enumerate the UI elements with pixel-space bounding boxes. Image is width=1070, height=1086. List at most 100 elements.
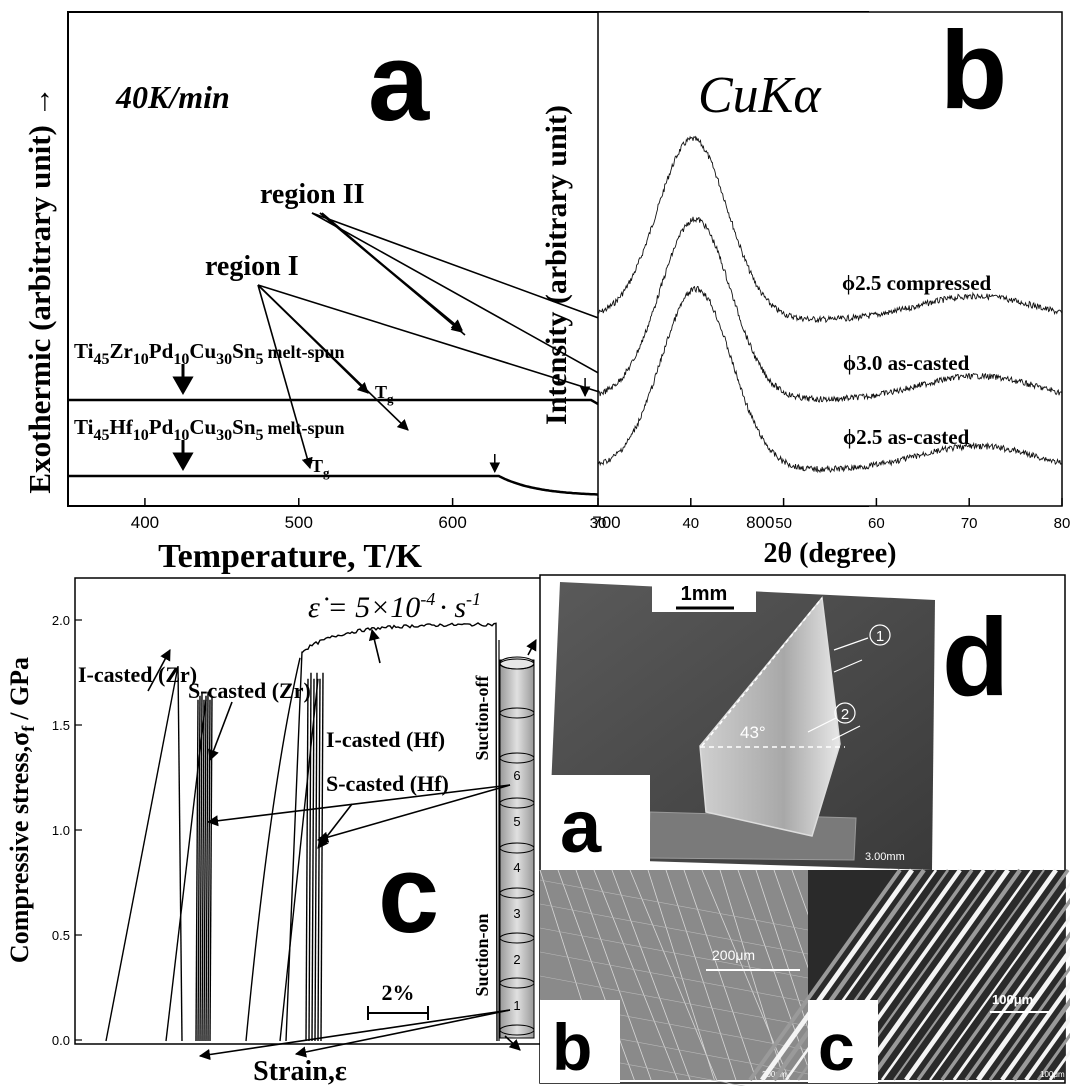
- scale-a-label: 3.00mm: [865, 851, 905, 863]
- rod-segment-label: 1: [513, 998, 520, 1013]
- panel-c-xlabel: Strain,ε: [253, 1056, 347, 1086]
- fracture-vein: [904, 868, 1058, 1082]
- rod-segment-label: 2: [513, 952, 520, 967]
- fracture-vein: [940, 897, 1070, 1082]
- slip-line: [557, 869, 635, 1081]
- panel-b-source: CuKα: [698, 67, 822, 124]
- panel-c: 0.0 0.5 1.0 1.5 2.0 ε̇ = 5×10-4 · s-1 I-caste…: [5, 577, 542, 1086]
- marker-2-circle: [834, 702, 856, 724]
- panel-b-frame: [597, 11, 1063, 507]
- suction-off-label: Suction-off: [472, 674, 492, 760]
- slip-line: [539, 951, 809, 1003]
- curve-s-casted-hf-serration: [314, 672, 318, 1042]
- angle-label: 43°: [740, 723, 766, 742]
- rod-segment-label: 5: [513, 814, 520, 829]
- marker-2-label: 2: [841, 706, 849, 723]
- fracture-vein: [772, 868, 926, 1082]
- sub-b-box: [540, 1000, 620, 1083]
- region-i-arrow-b: [257, 284, 313, 470]
- arrow-label-i-hf: [368, 628, 381, 664]
- rod-ring: [499, 932, 535, 944]
- panel-c-ytick-label: 1.5: [52, 718, 70, 733]
- rod-ring: [499, 707, 535, 719]
- fracture-vein: [1012, 997, 1070, 1082]
- arrow-seg1-to-zr: [198, 1009, 511, 1061]
- panel-a-rate: 40K/min: [115, 79, 230, 115]
- rod-ring: [499, 797, 535, 809]
- curve-s-casted-zr-serration: [205, 691, 209, 1042]
- arrow-seg6-to-zr: [206, 784, 511, 827]
- panel-c-rate: ε̇ = 5×10-4 · s-1: [308, 589, 481, 624]
- panel-b-series-2-label: ϕ2.5 as-casted: [843, 425, 970, 449]
- label-i-casted-zr: I-casted (Zr): [78, 662, 197, 687]
- fracture-vein: [929, 882, 1070, 1081]
- curve-s-casted-zr-serration: [197, 695, 201, 1042]
- panel-c-arrows: [147, 628, 537, 1061]
- fracture-vein: [1024, 1014, 1070, 1082]
- region-ii-line: [321, 212, 466, 336]
- rod-segment-label: 6: [513, 768, 520, 783]
- panel-c-letter: c: [378, 833, 439, 956]
- panel-b-series-1-curve: [598, 216, 1062, 403]
- fracture-vein: [988, 965, 1070, 1081]
- panel-b-xlabel: 2θ (degree): [763, 538, 896, 569]
- panel-d-letter-box: [935, 582, 1060, 867]
- scale-b-footer: 200μm: [762, 1070, 787, 1079]
- curve-s-casted-zr-serration: [203, 695, 207, 1042]
- curve-s-casted-hf-serration: [311, 678, 315, 1042]
- curve-s-casted-zr-serration: [195, 699, 199, 1042]
- fracture-vein: [916, 868, 1070, 1082]
- panel-a-xtick-label: 400: [131, 513, 159, 532]
- sem-specimen-wedge: [699, 596, 841, 837]
- curve-i-casted-zr-drop: [177, 666, 183, 1042]
- fracture-vein: [868, 868, 1022, 1082]
- panel-b-xtick-label: 50: [775, 515, 792, 532]
- panel-b: 30 40 50 60 70 80 b CuKα ϕ2.5 compressed ϕ3.0…: [540, 9, 1070, 569]
- region-ii-label: region II: [260, 179, 365, 210]
- panel-b-series-1-label: ϕ3.0 as-casted: [843, 351, 970, 375]
- fracture-vein: [964, 931, 1070, 1082]
- arrow-label-s-hf: [317, 803, 353, 849]
- marker-1-label: 1: [876, 628, 884, 645]
- panel-c-y-ticks: 0.0 0.5 1.0 1.5 2.0: [52, 613, 82, 1048]
- panel-b-xtick-label: 60: [868, 515, 885, 532]
- panel-a-ylabel: Exothermic (arbitrary unit) →: [22, 86, 57, 493]
- panel-c-ytick-label: 1.0: [52, 823, 70, 838]
- scale-1mm-label: 1mm: [681, 583, 728, 605]
- panel-b-xtick-label: 80: [1054, 515, 1070, 532]
- curve-i-casted-hf-ramp: [245, 657, 301, 1042]
- curve-s-casted-hf: [279, 678, 319, 1042]
- panel-b-xtick-label: 30: [590, 515, 607, 532]
- sub-a-letter: a: [560, 785, 602, 868]
- panel-a-letter: a: [368, 21, 430, 144]
- panel-c-ytick-label: 0.0: [52, 1033, 70, 1048]
- rod-ring: [499, 977, 535, 989]
- shear-plane-line: [701, 597, 823, 747]
- fracture-vein: [952, 914, 1070, 1081]
- arrow-rod-top: [526, 639, 537, 656]
- sub-c-box: [808, 1000, 878, 1083]
- panel-c-ylabel: Compressive stress,σf/ GPa: [5, 657, 38, 963]
- fracture-vein: [1000, 981, 1070, 1082]
- arrow-label-i-zr: [147, 649, 171, 692]
- rod-ring: [499, 658, 535, 670]
- panel-a-x-ticks: 400 500 600 700 800: [131, 498, 774, 532]
- tg-zr-marker-arrow: [172, 364, 194, 396]
- rod-body: [499, 659, 535, 1039]
- scale-bar-2pct-label: 2%: [382, 980, 415, 1005]
- rod-segment-label: 3: [513, 906, 520, 921]
- curve-i-casted-zr: [105, 666, 179, 1042]
- sub-a-box: [545, 775, 650, 867]
- scale-1mm-box: [652, 578, 756, 612]
- slip-line: [575, 869, 652, 1081]
- fracture-vein: [893, 869, 1045, 1081]
- fracture-vein: [856, 868, 1010, 1082]
- label-s-casted-hf: S-casted (Hf): [326, 771, 449, 796]
- slip-line: [539, 903, 809, 955]
- panel-a-xtick-label: 500: [285, 513, 313, 532]
- rod-ring: [499, 842, 535, 854]
- panel-b-series-0-curve: [598, 135, 1062, 324]
- arrow-label-s-zr: [208, 701, 233, 762]
- slip-line: [539, 975, 809, 1027]
